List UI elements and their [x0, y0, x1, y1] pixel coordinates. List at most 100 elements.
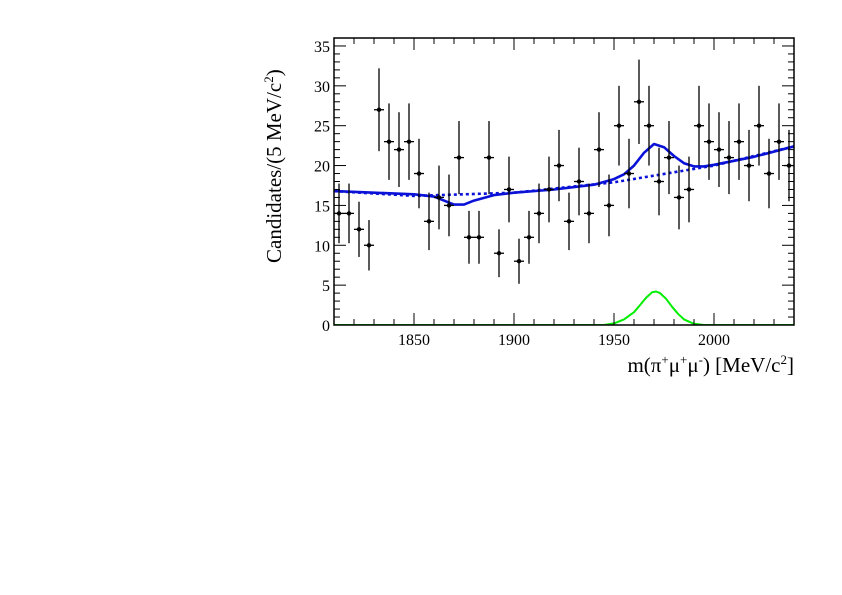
data-point-marker: [586, 211, 592, 216]
y-title-part: Candidates/(5 MeV/c: [262, 83, 286, 263]
data-point-marker: [656, 179, 662, 184]
x-title-part: m(π: [627, 353, 661, 377]
data-point-marker: [486, 155, 492, 160]
data-point: [404, 103, 414, 180]
y-tick-label: 20: [314, 159, 330, 176]
x-tick-label: 1900: [498, 332, 530, 349]
data-point-marker: [556, 163, 562, 168]
data-point: [434, 165, 444, 230]
x-title-part: ]: [787, 353, 794, 377]
plot-area: [334, 59, 794, 325]
data-point: [574, 147, 584, 216]
data-point-marker: [376, 107, 382, 112]
data-point: [504, 156, 514, 223]
data-point-marker: [406, 139, 412, 144]
data-point: [514, 238, 524, 284]
y-tick-label: 35: [314, 39, 330, 56]
data-point-marker: [686, 187, 692, 192]
plot-inner: [334, 59, 794, 325]
data-point: [374, 68, 384, 152]
data-point-marker: [436, 195, 442, 200]
data-point-marker: [576, 179, 582, 184]
x-tick-label: 1850: [398, 332, 430, 349]
data-point-marker: [516, 259, 522, 264]
data-point: [614, 85, 624, 166]
data-point-marker: [366, 243, 372, 248]
data-point-marker: [696, 123, 702, 128]
data-point-marker: [456, 155, 462, 160]
y-tick-label: 25: [314, 119, 330, 136]
data-point-marker: [616, 123, 622, 128]
data-point: [394, 112, 404, 188]
x-title-sup: +: [661, 352, 668, 367]
data-point: [694, 85, 704, 166]
data-point-marker: [716, 147, 722, 152]
data-point: [664, 121, 674, 195]
y-tick-label: 30: [314, 79, 330, 96]
data-point: [584, 183, 594, 244]
data-point-marker: [666, 155, 672, 160]
data-point: [464, 210, 474, 264]
data-point-marker: [736, 139, 742, 144]
total-fit-curve: [334, 142, 794, 206]
data-point-marker: [446, 203, 452, 208]
data-point-marker: [476, 235, 482, 240]
data-point-marker: [606, 203, 612, 208]
data-point: [554, 129, 564, 202]
data-point: [704, 103, 714, 180]
plot-frame: [333, 37, 795, 326]
y-title-sup: 2: [261, 76, 276, 83]
x-title-part: μ: [687, 353, 698, 377]
data-point: [654, 147, 664, 216]
data-point: [744, 129, 754, 202]
data-point: [624, 138, 634, 209]
data-point: [364, 220, 374, 271]
data-point: [354, 201, 364, 257]
data-point-marker: [396, 147, 402, 152]
data-point-marker: [776, 139, 782, 144]
data-point-marker: [526, 235, 532, 240]
data-point: [684, 156, 694, 223]
data-point: [734, 103, 744, 180]
data-point-marker: [536, 211, 542, 216]
data-point: [604, 174, 614, 237]
data-point-marker: [756, 123, 762, 128]
data-point-marker: [506, 187, 512, 192]
data-point-marker: [726, 155, 732, 160]
data-point: [484, 121, 494, 195]
data-point: [534, 183, 544, 244]
data-point-marker: [766, 171, 772, 176]
data-point-marker: [416, 171, 422, 176]
data-point-marker: [636, 99, 642, 104]
x-title-sup: 2: [781, 352, 788, 367]
data-point: [564, 192, 574, 251]
data-point-marker: [356, 227, 362, 232]
data-point-marker: [676, 195, 682, 200]
data-point: [724, 121, 734, 195]
y-tick-label: 10: [314, 238, 330, 255]
x-title-part: μ: [669, 353, 680, 377]
data-point: [754, 85, 764, 166]
y-axis-title: Candidates/(5 MeV/c2): [261, 69, 286, 263]
signal-curve: [334, 290, 794, 325]
data-point-marker: [746, 163, 752, 168]
data-point-marker: [546, 187, 552, 192]
data-point: [544, 156, 554, 223]
data-point: [414, 138, 424, 209]
data-point: [764, 138, 774, 209]
data-point-marker: [706, 139, 712, 144]
y-tick-label: 0: [322, 318, 330, 335]
data-point: [344, 183, 354, 244]
axes: 1850 1900 1950 2000 0 5 10 15 20 25 30 35: [314, 37, 795, 349]
x-title-sup: -: [699, 352, 703, 367]
data-point-marker: [426, 219, 432, 224]
data-point: [774, 103, 784, 180]
data-point-marker: [596, 147, 602, 152]
data-point: [714, 112, 724, 188]
data-point-marker: [566, 219, 572, 224]
y-tick-label: 5: [322, 278, 330, 295]
data-point-marker: [626, 171, 632, 176]
data-point: [384, 103, 394, 180]
data-point: [454, 121, 464, 195]
background-curve: [334, 145, 794, 198]
